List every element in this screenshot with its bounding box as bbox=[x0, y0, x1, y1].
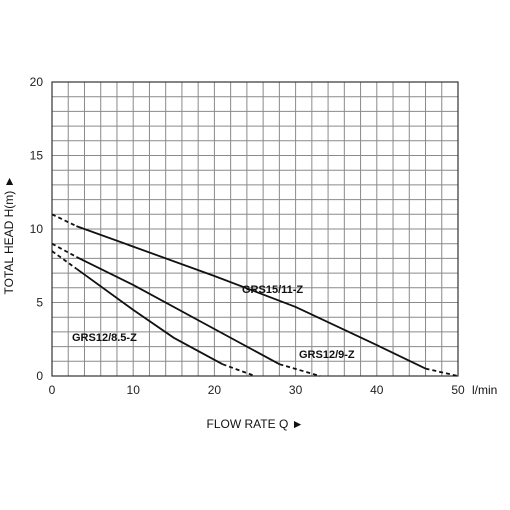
curve-label-grs15-11-z: GRS15/11-Z bbox=[242, 284, 303, 296]
x-tick-label: 10 bbox=[127, 383, 141, 397]
x-tick-label: 30 bbox=[289, 383, 303, 397]
curve-grs12-9-z bbox=[76, 256, 280, 365]
curve-grs15-11-z bbox=[76, 225, 426, 370]
y-tick-label: 10 bbox=[30, 222, 44, 236]
tick-labels: 0 10 20 30 40 50 0 5 10 15 20 bbox=[30, 75, 465, 397]
curve-label-grs12-8-5-z: GRS12/8.5-Z bbox=[72, 332, 137, 344]
curve-grs12-9-z-dashed-end bbox=[279, 363, 321, 377]
curve-labels: GRS15/11-Z GRS12/9-Z GRS12/8.5-Z bbox=[72, 284, 355, 361]
curve-grs12-8-5-z bbox=[75, 267, 223, 365]
x-unit-label: l/min bbox=[472, 383, 497, 397]
curve-grs15-11-z-dashed-start bbox=[51, 213, 77, 227]
y-tick-label: 15 bbox=[30, 149, 44, 163]
y-tick-label: 0 bbox=[36, 369, 43, 383]
curve-label-grs12-9-z: GRS12/9-Z bbox=[299, 349, 355, 361]
grid bbox=[52, 82, 458, 376]
x-tick-label: 50 bbox=[451, 383, 465, 397]
x-axis-title: FLOW RATE Q ► bbox=[207, 417, 304, 431]
x-tick-label: 40 bbox=[370, 383, 384, 397]
y-axis-title: TOTAL HEAD H(m) ► bbox=[2, 176, 16, 295]
x-tick-label: 20 bbox=[208, 383, 222, 397]
y-tick-label: 20 bbox=[30, 75, 44, 89]
curves bbox=[51, 213, 459, 377]
plot-frame bbox=[51, 81, 459, 377]
x-tick-label: 0 bbox=[49, 383, 56, 397]
curve-grs12-8-5-z-dashed-end bbox=[222, 363, 256, 377]
y-tick-label: 5 bbox=[36, 296, 43, 310]
curve-grs15-11-z-dashed-end bbox=[425, 367, 459, 377]
curve-grs12-8-5-z-dashed-start bbox=[51, 250, 77, 270]
curve-grs12-9-z-dashed-start bbox=[51, 242, 77, 258]
